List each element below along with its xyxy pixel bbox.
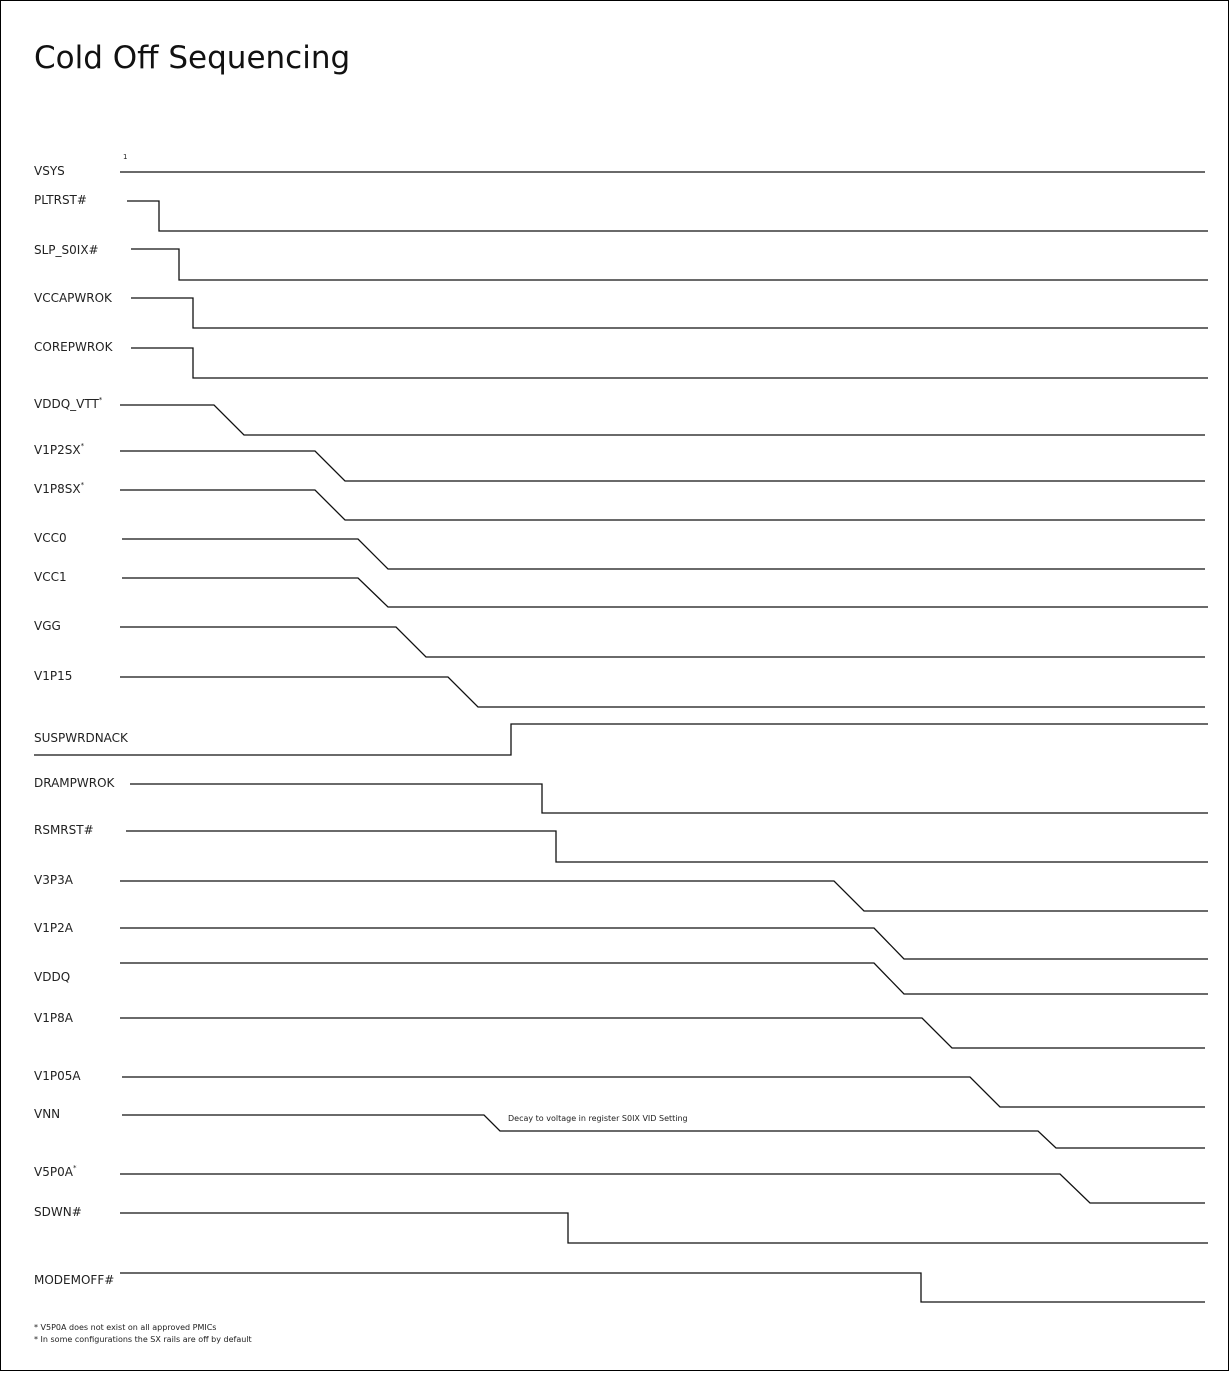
signal-label-vnn: VNN [34, 1107, 60, 1121]
waveform-slp-s0ix [131, 248, 1208, 281]
waveform-corepwrok [131, 347, 1208, 379]
signal-label-modemoff: MODEMOFF# [34, 1273, 114, 1287]
waveform-vgg [120, 626, 1205, 658]
waveform-pltrst [127, 200, 1208, 232]
note-vnn: Decay to voltage in register S0IX VID Se… [508, 1114, 688, 1123]
signal-label-vddq: VDDQ [34, 970, 70, 984]
waveform-vcc1 [122, 577, 1208, 608]
signal-waveforms [34, 171, 1208, 1303]
signal-label-v1p2sx: V1P2SX* [34, 442, 85, 457]
waveform-rsmrst [126, 830, 1208, 863]
signal-label-vcc0: VCC0 [34, 531, 67, 545]
signal-label-v5p0a: V5P0A* [34, 1164, 77, 1179]
waveform-vddq-vtt [120, 404, 1205, 436]
waveform-v1p05a [122, 1076, 1205, 1108]
signal-label-v3p3a: V3P3A [34, 873, 74, 887]
signal-label-v1p8a: V1P8A [34, 1011, 74, 1025]
signal-label-rsmrst: RSMRST# [34, 823, 94, 837]
signal-label-vccapwrok: VCCAPWROK [34, 291, 113, 305]
footnote-sx-rails: * In some configurations the SX rails ar… [34, 1335, 252, 1344]
waveform-modemoff [120, 1272, 1205, 1303]
marker-text: 1 [123, 153, 127, 161]
waveform-vcc0 [122, 538, 1205, 570]
signal-footnote-mark: * [73, 1164, 77, 1172]
waveform-v1p8a [120, 1017, 1205, 1049]
waveform-v1p2sx [120, 450, 1205, 482]
signal-label-sdwn: SDWN# [34, 1205, 82, 1219]
signal-label-v1p05a: V1P05A [34, 1069, 81, 1083]
waveform-v5p0a [120, 1173, 1205, 1204]
signal-label-v1p8sx: V1P8SX* [34, 481, 85, 496]
signal-label-corepwrok: COREPWROK [34, 340, 114, 354]
signal-label-vgg: VGG [34, 619, 61, 633]
signal-label-drampwrok: DRAMPWROK [34, 776, 116, 790]
footnote-v5p0a: * V5P0A does not exist on all approved P… [34, 1323, 217, 1332]
waveform-v3p3a [120, 880, 1208, 912]
signal-labels: VSYS PLTRST# SLP_S0IX# VCCAPWROK COREPWROK VD… [34, 164, 129, 1287]
signal-footnote-mark: * [99, 396, 103, 404]
waveform-vddq [120, 962, 1208, 995]
signal-label-pltrst: PLTRST# [34, 193, 87, 207]
waveform-sdwn [120, 1212, 1208, 1244]
waveform-suspwrdnack [34, 723, 1208, 756]
signal-footnote-mark: * [81, 442, 85, 450]
signal-footnote-mark: * [81, 481, 85, 489]
signal-label-slp-s0ix: SLP_S0IX# [34, 243, 99, 257]
signal-label-vddq-vtt: VDDQ_VTT* [34, 396, 103, 411]
diagram-title: Cold Off Sequencing [34, 40, 351, 76]
signal-label-v1p15: V1P15 [34, 669, 72, 683]
waveform-vnn [122, 1114, 1205, 1149]
signal-label-vsys: VSYS [34, 164, 65, 178]
waveform-vccapwrok [131, 297, 1208, 329]
waveform-drampwrok [130, 783, 1208, 814]
waveform-v1p15 [120, 676, 1205, 708]
waveform-v1p2a [120, 927, 1208, 960]
signal-label-v1p2a: V1P2A [34, 921, 74, 935]
signal-label-vcc1: VCC1 [34, 570, 67, 584]
footnotes: * V5P0A does not exist on all approved P… [34, 1322, 252, 1346]
signal-label-suspwrdnack: SUSPWRDNACK [34, 731, 129, 745]
waveform-notes: Decay to voltage in register S0IX VID Se… [508, 1114, 688, 1123]
waveform-v1p8sx [120, 489, 1205, 521]
